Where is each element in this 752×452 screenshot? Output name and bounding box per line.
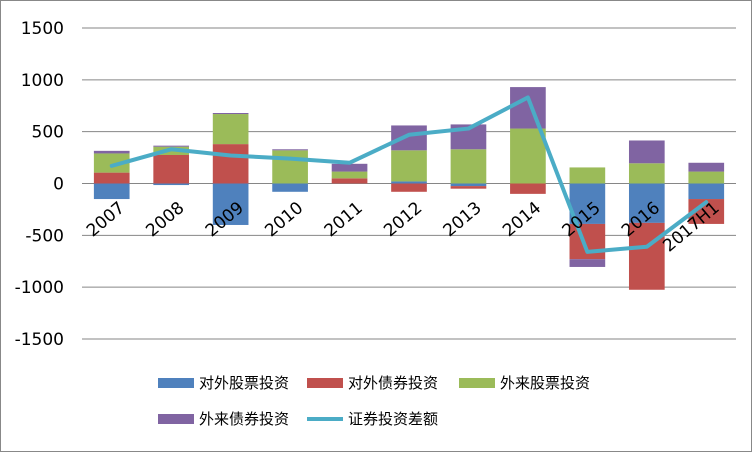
bar-segment (153, 145, 190, 147)
legend-label: 外来债券投资 (199, 410, 289, 428)
x-tick-label: 2010 (261, 198, 307, 241)
bar-segment (331, 171, 368, 179)
x-tick-label: 2008 (142, 198, 188, 241)
bar-segment (628, 140, 665, 164)
bar-segment (391, 181, 427, 184)
y-tick-label: -1500 (15, 330, 64, 350)
bar-segment (212, 113, 249, 115)
bar-segment (153, 183, 190, 186)
bar-segment (212, 183, 249, 225)
y-tick-label: -1000 (15, 278, 64, 298)
x-tick-label: 2012 (380, 198, 426, 241)
y-tick-label: 500 (32, 123, 64, 143)
bar-segment (688, 171, 725, 184)
x-tick-label: 2013 (440, 198, 486, 241)
bar-segment (688, 183, 725, 200)
bar-segment (510, 128, 546, 184)
y-tick-label: -500 (25, 226, 64, 246)
bar-segment (628, 183, 665, 223)
bar-segment (688, 162, 725, 172)
x-tick-label: 2011 (321, 198, 367, 241)
legend-swatch (307, 378, 343, 388)
legend-label: 外来股票投资 (500, 374, 590, 392)
y-tick-label: 1500 (21, 19, 64, 39)
bar-segment (510, 183, 546, 194)
y-tick-label: 1000 (21, 71, 64, 91)
bar-segment (450, 183, 487, 187)
legend-swatch (158, 414, 194, 424)
bar-segment (569, 167, 606, 184)
bar-segment (93, 172, 130, 184)
bar-segment (93, 183, 130, 200)
bar-segment (93, 153, 130, 173)
y-tick-label: 0 (53, 175, 64, 195)
bar-segment (391, 183, 427, 192)
bar-segment (450, 149, 487, 184)
x-tick-label: 2014 (499, 198, 545, 241)
legend-label: 对外债券投资 (348, 374, 438, 392)
bar-segment (331, 163, 368, 172)
bar-segment (628, 222, 665, 290)
bar-segment (569, 259, 606, 267)
bar-segment (212, 144, 249, 184)
bar-segment (272, 149, 308, 151)
bar-segment (272, 183, 308, 192)
bar-segment (391, 150, 427, 182)
bar-segment (153, 154, 190, 184)
bar-segment (272, 150, 308, 184)
legend-swatch (459, 378, 495, 388)
legend-swatch (158, 378, 194, 388)
bar-segment (450, 186, 487, 189)
bar-segment (510, 87, 546, 129)
bar-segment (93, 150, 130, 154)
bar-segment (391, 125, 427, 151)
x-tick-label: 2007 (83, 198, 129, 241)
bar-segment (628, 163, 665, 184)
bar-segment (331, 178, 368, 184)
legend-label: 对外股票投资 (199, 374, 289, 392)
line-series (109, 95, 709, 254)
legend-label: 证券投资差额 (348, 410, 438, 428)
bar-segment (212, 114, 249, 145)
